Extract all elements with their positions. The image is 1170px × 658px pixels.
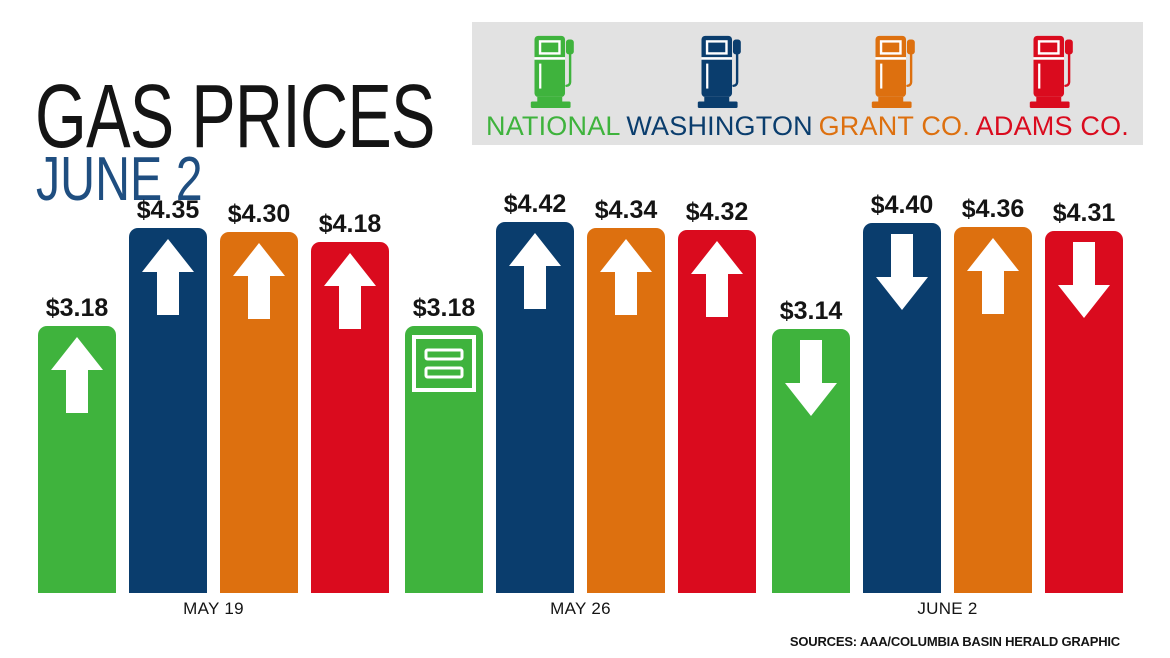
gas-price-bar-chart: $3.18 $4.35 $4.30 $4.18 MAY 19 $3.18 $4.4…	[38, 192, 1123, 617]
down-arrow-icon	[876, 234, 928, 310]
up-arrow-icon	[600, 239, 652, 315]
price-label: $4.40	[870, 191, 934, 219]
up-arrow-icon	[51, 337, 103, 413]
bar-cell: $4.35	[129, 198, 207, 593]
price-bar	[38, 326, 116, 593]
legend-item-national: NATIONAL	[486, 34, 621, 141]
bar-group-may-19: $3.18 $4.35 $4.30 $4.18 MAY 19	[38, 198, 389, 617]
bar-cell: $4.18	[311, 212, 389, 593]
legend-item-label: WASHINGTON	[626, 111, 813, 141]
price-bar	[772, 329, 850, 593]
legend-item-label: NATIONAL	[486, 111, 621, 141]
price-label: $3.18	[412, 294, 476, 322]
price-label: $4.35	[136, 196, 200, 224]
gas-pump-icon	[695, 34, 745, 113]
category-label: JUNE 2	[917, 599, 978, 618]
down-arrow-icon	[785, 340, 837, 416]
up-arrow-icon	[509, 233, 561, 309]
bar-group-may-26: $3.18 $4.42 $4.34 $4.32 MAY 26	[405, 192, 756, 617]
price-label: $3.18	[45, 294, 109, 322]
price-label: $4.30	[227, 200, 291, 228]
legend: NATIONAL WASHINGTON GRANT CO. ADAMS CO.	[472, 22, 1143, 145]
price-bar	[1045, 231, 1123, 593]
bar-cell: $3.18	[405, 296, 483, 593]
no-change-icon	[412, 335, 476, 392]
price-bar	[863, 223, 941, 593]
page-title: GAS PRICES	[35, 67, 435, 168]
bar-cell: $3.18	[38, 296, 116, 593]
gas-pump-icon	[1027, 34, 1077, 113]
bar-cell: $4.36	[954, 197, 1032, 593]
category-label: MAY 26	[550, 599, 611, 618]
gas-pump-icon	[869, 34, 919, 113]
price-bar	[405, 326, 483, 593]
price-label: $4.36	[961, 195, 1025, 223]
price-bar	[220, 232, 298, 593]
price-label: $4.42	[503, 190, 567, 218]
down-arrow-icon	[1058, 242, 1110, 318]
price-label: $4.31	[1052, 199, 1116, 227]
bar-cell: $4.30	[220, 202, 298, 593]
price-bar	[954, 227, 1032, 593]
up-arrow-icon	[324, 253, 376, 329]
up-arrow-icon	[233, 243, 285, 319]
page-subtitle: JUNE 2	[36, 145, 203, 215]
price-label: $4.18	[318, 210, 382, 238]
price-bar	[587, 228, 665, 593]
price-bar	[129, 228, 207, 593]
price-label: $4.34	[594, 196, 658, 224]
legend-item-adams-co: ADAMS CO.	[975, 34, 1129, 141]
bar-cell: $4.31	[1045, 201, 1123, 593]
up-arrow-icon	[691, 241, 743, 317]
bar-cell: $4.34	[587, 198, 665, 593]
gas-pump-icon	[528, 34, 578, 113]
price-label: $4.32	[685, 198, 749, 226]
category-label: MAY 19	[183, 599, 244, 618]
bar-cell: $3.14	[772, 299, 850, 593]
bar-cell: $4.32	[678, 200, 756, 593]
legend-item-label: ADAMS CO.	[975, 111, 1129, 141]
legend-item-grant-co: GRANT CO.	[818, 34, 970, 141]
legend-item-washington: WASHINGTON	[626, 34, 813, 141]
bar-cell: $4.42	[496, 192, 574, 593]
up-arrow-icon	[142, 239, 194, 315]
up-arrow-icon	[967, 238, 1019, 314]
price-bar	[311, 242, 389, 593]
bar-cell: $4.40	[863, 193, 941, 593]
price-bar	[496, 222, 574, 593]
bar-group-june-2: $3.14 $4.40 $4.36 $4.31 JUNE 2	[772, 193, 1123, 617]
source-credit: SOURCES: AAA/COLUMBIA BASIN HERALD GRAPH…	[789, 634, 1120, 649]
price-bar	[678, 230, 756, 593]
price-label: $3.14	[779, 297, 843, 325]
legend-item-label: GRANT CO.	[818, 111, 970, 141]
